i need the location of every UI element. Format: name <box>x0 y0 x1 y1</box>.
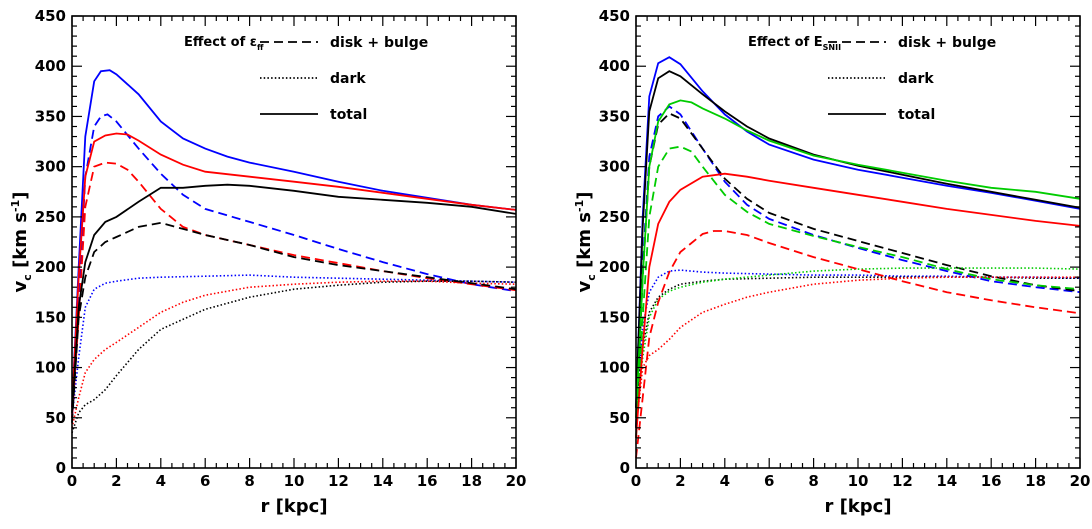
y-tick-label: 350 <box>599 107 630 125</box>
series-line-dashed-11 <box>635 230 1081 459</box>
x-tick-label: 2 <box>111 472 121 490</box>
x-tick-label: 0 <box>67 472 77 490</box>
legend-label: dark <box>330 71 366 87</box>
x-tick-label: 2 <box>675 472 685 490</box>
y-tick-label: 50 <box>45 409 66 427</box>
series-line-solid-1 <box>635 56 1081 408</box>
legend: disk + bulge dark total <box>260 35 428 123</box>
x-tick-label: 16 <box>417 472 438 490</box>
y-tick-label: 200 <box>35 258 66 276</box>
y-tick-label: 150 <box>35 308 66 326</box>
y-axis-label: vc [km s-1] <box>9 192 34 293</box>
x-tick-label: 8 <box>808 472 818 490</box>
x-tick-label: 14 <box>372 472 393 490</box>
legend-label: dark <box>898 71 934 87</box>
series-line-dotted-9 <box>635 267 1081 418</box>
series-line-solid-10 <box>635 172 1081 438</box>
series-line-dotted-6 <box>635 276 1080 408</box>
x-tick-label: 14 <box>936 472 957 490</box>
x-tick-label: 4 <box>720 472 730 490</box>
legend-label: total <box>898 107 935 123</box>
series-line-solid-7 <box>71 183 517 413</box>
series-line-dashed-2 <box>71 113 517 418</box>
x-tick-label: 0 <box>631 472 641 490</box>
x-tick-label: 10 <box>284 472 305 490</box>
series-line-dotted-9 <box>71 280 517 434</box>
series-line-dashed-8 <box>71 221 517 423</box>
legend-label: disk + bulge <box>898 35 996 51</box>
x-tick-label: 16 <box>981 472 1002 490</box>
y-tick-label: 400 <box>35 57 66 75</box>
y-tick-label: 200 <box>599 258 630 276</box>
y-tick-label: 250 <box>35 208 66 226</box>
y-tick-label: 0 <box>56 459 66 477</box>
x-tick-label: 4 <box>156 472 166 490</box>
x-axis-label: r [kpc] <box>824 496 891 517</box>
y-tick-label: 50 <box>609 409 630 427</box>
chart-panel-2: 0 2 4 6 8 10 12 14 16 18 2005010015020025030035040… <box>573 7 1090 517</box>
x-tick-label: 6 <box>200 472 210 490</box>
x-tick-label: 6 <box>764 472 774 490</box>
y-tick-label: 450 <box>599 7 630 25</box>
series-line-dashed-5 <box>635 112 1081 428</box>
series-line-solid-4 <box>635 70 1081 408</box>
x-tick-label: 8 <box>244 472 254 490</box>
series-line-dotted-3 <box>635 269 1081 408</box>
y-axis-label: vc [km s-1] <box>573 192 598 293</box>
legend-label: disk + bulge <box>330 35 428 51</box>
y-tick-label: 300 <box>35 158 66 176</box>
series-line-solid-4 <box>71 132 517 408</box>
x-tick-label: 18 <box>461 472 482 490</box>
y-tick-label: 350 <box>35 107 66 125</box>
x-tick-label: 10 <box>848 472 869 490</box>
series-line-dotted-12 <box>635 276 1080 428</box>
y-tick-label: 100 <box>35 359 66 377</box>
x-tick-label: 20 <box>1070 472 1091 490</box>
y-tick-label: 150 <box>599 308 630 326</box>
x-tick-label: 12 <box>892 472 913 490</box>
legend-label: total <box>330 107 367 123</box>
x-axis-label: r [kpc] <box>260 496 327 517</box>
x-tick-label: 12 <box>328 472 349 490</box>
y-tick-label: 300 <box>599 158 630 176</box>
x-tick-label: 20 <box>506 472 527 490</box>
legend: disk + bulge dark total <box>828 35 996 123</box>
panel-annotation: Effect of εff <box>184 35 264 52</box>
series-line-dotted-3 <box>71 274 517 418</box>
series-line-solid-7 <box>635 99 1081 418</box>
y-tick-label: 400 <box>599 57 630 75</box>
plot-frame <box>71 15 517 469</box>
series-line-dotted-6 <box>71 280 517 428</box>
series-line-dashed-8 <box>635 145 1081 438</box>
panel-annotation: Effect of ESNII <box>748 35 841 52</box>
chart-panel-1: 0 2 4 6 8 10 12 14 16 18 2005010015020025030035040… <box>9 7 526 517</box>
y-tick-label: 100 <box>599 359 630 377</box>
x-tick-label: 18 <box>1025 472 1046 490</box>
y-tick-label: 0 <box>620 459 630 477</box>
series-line-solid-1 <box>71 69 517 408</box>
plot-frame <box>635 15 1081 469</box>
y-tick-label: 450 <box>35 7 66 25</box>
y-tick-label: 250 <box>599 208 630 226</box>
series-line-dashed-2 <box>635 105 1081 428</box>
